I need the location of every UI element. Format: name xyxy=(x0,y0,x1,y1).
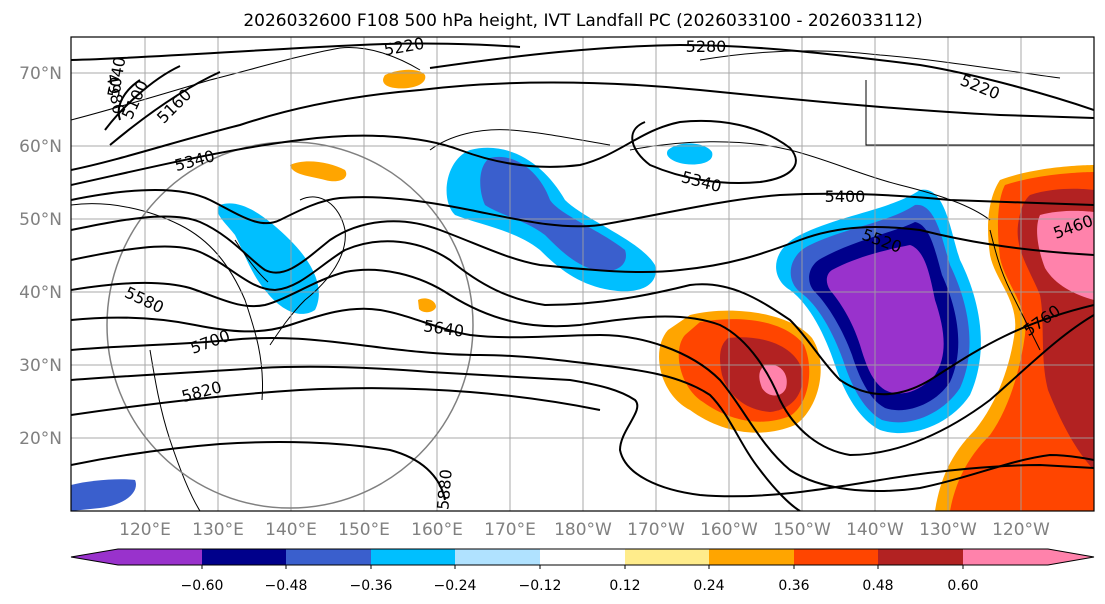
lon-label: 150°E xyxy=(338,520,390,540)
colorbar-extend-min xyxy=(71,549,118,565)
lat-label: 50°N xyxy=(19,210,62,230)
lon-label: 140°E xyxy=(265,520,317,540)
lat-label: 30°N xyxy=(19,356,62,376)
colorbar-tick-label: −0.48 xyxy=(265,578,308,594)
lon-label: 140°W xyxy=(846,520,904,540)
lon-label: 130°W xyxy=(919,520,977,540)
positive-ivt-blob-japan xyxy=(290,161,347,182)
colorbar-cells xyxy=(71,549,1094,565)
contour-label: 5220 xyxy=(382,34,425,60)
colorbar-tick-label: −0.24 xyxy=(434,578,477,594)
colorbar-tick-label: 0.36 xyxy=(778,578,809,594)
negative-ivt-east-core xyxy=(826,245,944,394)
contour-label: 5400 xyxy=(825,187,866,206)
colorbar-cell xyxy=(794,549,878,565)
longitude-labels: 120°E 130°E 140°E 150°E 160°E 170°E 180°… xyxy=(119,520,1050,540)
colorbar-cell xyxy=(540,549,625,565)
lon-label: 160°W xyxy=(700,520,758,540)
colorbar-tick-label: −0.36 xyxy=(350,578,393,594)
colorbar-cell xyxy=(455,549,540,565)
lon-label: 170°W xyxy=(627,520,685,540)
negative-ivt-japan xyxy=(217,203,319,314)
colorbar-cell xyxy=(371,549,455,565)
map-panel: 5220 5280 5220 4980 5040 5100 5160 5340 … xyxy=(70,34,1095,512)
colorbar-tick-label: 0.48 xyxy=(862,578,893,594)
colorbar-tick-label: −0.60 xyxy=(181,578,224,594)
colorbar-outline xyxy=(70,548,1095,566)
lon-label: 120°E xyxy=(119,520,171,540)
colorbar-cell xyxy=(286,549,371,565)
negative-ivt-alaska xyxy=(666,143,713,165)
positive-ivt-blob-mid xyxy=(418,298,436,313)
colorbar-tick-label: 0.60 xyxy=(947,578,978,594)
colorbar: −0.60 −0.48 −0.36 −0.24 −0.12 0.12 0.24 … xyxy=(70,548,1095,594)
colorbar-cell xyxy=(625,549,709,565)
colorbar-tick-label: −0.12 xyxy=(519,578,562,594)
figure-title: 2026032600 F108 500 hPa height, IVT Land… xyxy=(243,11,922,31)
colorbar-extend-max xyxy=(1048,549,1094,565)
colorbar-cell xyxy=(202,549,286,565)
contour-label: 5280 xyxy=(686,37,727,56)
lon-label: 170°E xyxy=(484,520,536,540)
latitude-labels: 70°N 60°N 50°N 40°N 30°N 20°N xyxy=(19,64,62,449)
lat-label: 20°N xyxy=(19,429,62,449)
positive-ivt-blob-north xyxy=(383,69,426,89)
colorbar-tick-label: 0.12 xyxy=(609,578,640,594)
colorbar-cell xyxy=(963,549,1048,565)
colorbar-cell xyxy=(709,549,794,565)
lon-label: 180°W xyxy=(554,520,612,540)
colorbar-tick-label: 0.24 xyxy=(693,578,724,594)
contour-label: 5880 xyxy=(433,468,455,510)
map-frame xyxy=(70,36,1095,512)
lon-label: 150°W xyxy=(773,520,831,540)
positive-ivt-coast-peak xyxy=(1037,210,1094,300)
lon-label: 130°E xyxy=(192,520,244,540)
negative-ivt-nw-inner xyxy=(480,156,626,272)
lat-label: 40°N xyxy=(19,283,62,303)
colorbar-cell xyxy=(878,549,963,565)
negative-ivt-sw xyxy=(71,479,136,511)
colorbar-tick-labels: −0.60 −0.48 −0.36 −0.24 −0.12 0.12 0.24 … xyxy=(181,578,979,594)
lat-label: 60°N xyxy=(19,137,62,157)
colorbar-ticks xyxy=(201,565,964,569)
lat-label: 70°N xyxy=(19,64,62,84)
lon-label: 160°E xyxy=(411,520,463,540)
height-contours xyxy=(71,42,1094,511)
colorbar-cell xyxy=(118,549,202,565)
lon-label: 120°W xyxy=(992,520,1050,540)
